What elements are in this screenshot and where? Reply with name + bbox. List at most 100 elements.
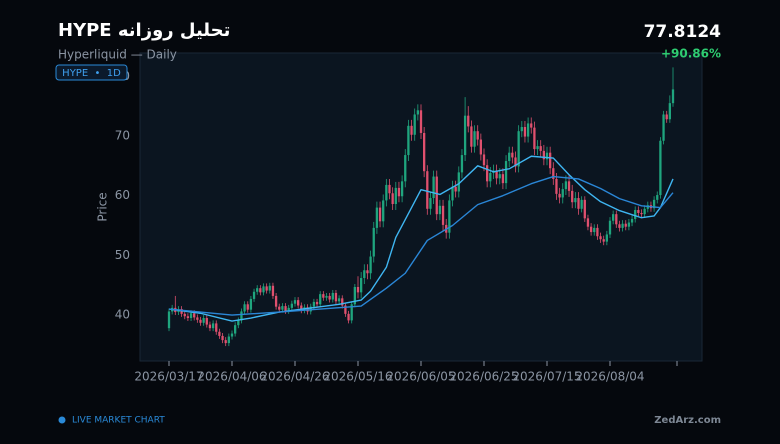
candle-body [186,316,190,319]
last-price: 77.8124 [644,22,722,42]
candle-body [237,320,240,326]
footer-brand: ZedArz.com [654,415,721,426]
candle-body [331,292,334,300]
candle-body [227,336,230,344]
candle-body [467,115,470,127]
candle-body [271,285,275,296]
candle-body [369,256,372,274]
candle-body [167,311,171,329]
candle-body [256,288,259,292]
x-tick-label: 2026/04/06 [197,370,266,384]
candle-body [448,200,451,233]
candle-body [549,152,552,169]
candle-body [208,324,212,329]
candle-body [293,300,297,304]
candle-body [567,181,571,191]
candle-body [517,131,520,167]
candle-body [526,123,530,137]
candle-body [423,132,426,172]
candle-body [511,152,514,158]
candle-body [435,176,438,215]
candle-body [624,223,627,227]
candle-body [394,187,397,205]
candle-body [300,305,303,311]
candle-body [419,110,423,133]
candle-body [252,291,256,299]
candle-body [552,168,555,179]
candle-body [356,286,360,293]
candle-body [199,319,202,323]
candle-body [476,131,479,140]
candle-body [322,294,325,298]
candle-body [608,220,612,235]
candle-body [514,157,517,167]
candle-body [495,170,498,179]
candle-body [202,318,205,323]
candle-body [564,181,568,190]
x-tick-label: 2026/04/26 [260,370,329,384]
candle-body [334,292,338,302]
candle-body [665,114,668,120]
candle-body [634,209,637,219]
candle-body [353,286,356,305]
candle-body [432,176,435,199]
candle-body [612,214,615,221]
x-tick-label: 2026/05/16 [323,370,392,384]
candle-body [463,115,467,156]
candle-body [630,218,634,223]
candle-body [230,333,234,337]
candle-body [385,184,388,201]
candle-body [360,278,363,293]
candle-body [375,207,379,228]
footer-label: LIVE MARKET CHART [72,416,165,426]
candle-body [643,208,646,215]
candle-body [284,306,287,311]
candle-body [508,152,511,162]
candle-body [659,140,662,196]
candle-body [400,181,404,197]
candle-body [196,317,199,320]
candle-body [486,165,489,182]
candle-body [218,331,221,336]
candle-body [530,123,533,128]
candle-body [558,193,561,198]
candle-body [249,298,253,310]
candle-body [347,313,350,321]
candle-body [193,313,196,318]
candle-body [473,131,476,147]
candle-body [224,340,227,344]
candle-body [391,193,394,205]
candle-body [602,239,605,242]
candle-body [413,114,416,135]
chart-subtitle: Hyperliquid — Daily [58,48,177,62]
candle-body [378,207,382,222]
x-tick-label: 2026/06/05 [386,370,455,384]
candle-body [268,285,271,291]
candle-body [571,190,574,203]
candle-body [312,301,316,307]
candle-body [593,227,596,233]
candle-body [278,306,281,310]
candle-body [479,139,482,155]
candle-body [457,172,460,192]
badge-box [55,64,128,81]
candle-body [366,270,369,274]
candle-body [599,236,602,240]
candle-body [580,199,583,209]
candle-body [627,222,631,227]
candle-body [586,218,590,227]
y-axis-label: Price [96,192,110,221]
candle-body [656,195,659,200]
candle-body [328,295,331,300]
candle-body [589,226,593,233]
x-tick-label: 2026/08/04 [575,370,644,384]
candle-body [523,127,527,137]
candle-body [539,146,542,151]
y-tick-label: 50 [115,248,130,262]
moving-average-line [168,175,674,316]
candle-body [555,178,558,194]
candle-body [583,199,586,219]
candle-body [561,189,564,198]
candle-body [281,306,284,310]
